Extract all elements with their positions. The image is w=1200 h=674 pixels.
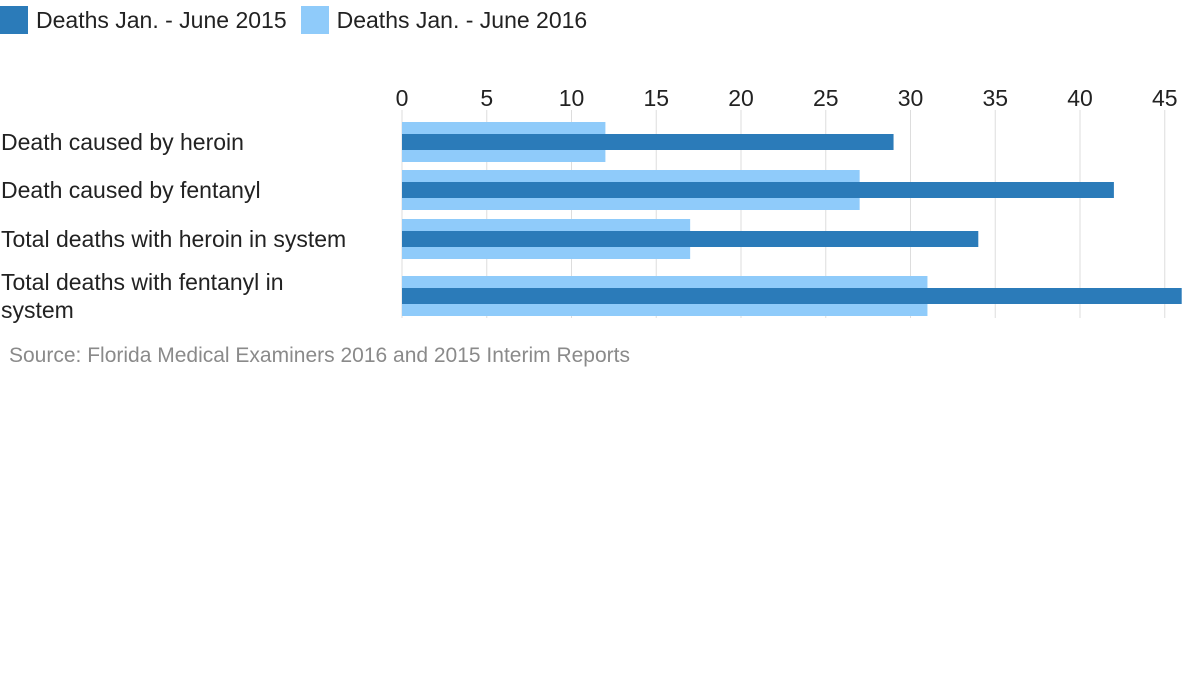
category-label-4: Total deaths with fentanyl in system bbox=[1, 269, 284, 323]
x-tick-label-45: 45 bbox=[1152, 85, 1178, 111]
category-label-line: Total deaths with fentanyl in bbox=[1, 269, 284, 295]
bar-chart: 0 5 10 15 20 25 30 35 40 45 Death caused by heroin… bbox=[1, 85, 1182, 323]
legend-label-2015: Deaths Jan. - June 2015 bbox=[36, 6, 287, 33]
legend-swatch-2016 bbox=[300, 6, 329, 34]
bar-2015-4 bbox=[402, 288, 1182, 304]
x-tick-label-0: 0 bbox=[396, 85, 409, 111]
x-tick-label-5: 5 bbox=[480, 85, 493, 111]
x-tick-label-30: 30 bbox=[898, 85, 924, 111]
legend-swatch-2015 bbox=[0, 6, 28, 34]
x-tick-label-35: 35 bbox=[982, 85, 1008, 111]
legend-item-2016: Deaths Jan. - June 2016 bbox=[300, 6, 588, 34]
category-label-1: Death caused by heroin bbox=[1, 129, 244, 155]
source-note: Source: Florida Medical Examiners 2016 a… bbox=[9, 344, 630, 367]
bar-2015-3 bbox=[402, 231, 979, 247]
x-tick-label-40: 40 bbox=[1067, 85, 1093, 111]
category-label-line: Death caused by heroin bbox=[1, 129, 244, 155]
legend-label-2016: Deaths Jan. - June 2016 bbox=[336, 6, 588, 33]
category-label-2: Death caused by fentanyl bbox=[1, 177, 261, 203]
x-tick-label-20: 20 bbox=[728, 85, 754, 111]
x-tick-label-25: 25 bbox=[813, 85, 839, 111]
category-label-line: Death caused by fentanyl bbox=[1, 177, 261, 203]
chart-legend: Deaths Jan. - June 2015 Deaths Jan. - Ju… bbox=[0, 4, 601, 36]
legend-item-2015: Deaths Jan. - June 2015 bbox=[0, 6, 287, 34]
x-tick-label-15: 15 bbox=[643, 85, 669, 111]
bar-2015-2 bbox=[402, 182, 1114, 198]
x-tick-label-10: 10 bbox=[559, 85, 585, 111]
bar-2015-1 bbox=[402, 134, 894, 150]
category-label-line: Total deaths with heroin in system bbox=[1, 226, 346, 252]
category-label-3: Total deaths with heroin in system bbox=[1, 226, 346, 252]
category-label-line: system bbox=[1, 297, 74, 323]
